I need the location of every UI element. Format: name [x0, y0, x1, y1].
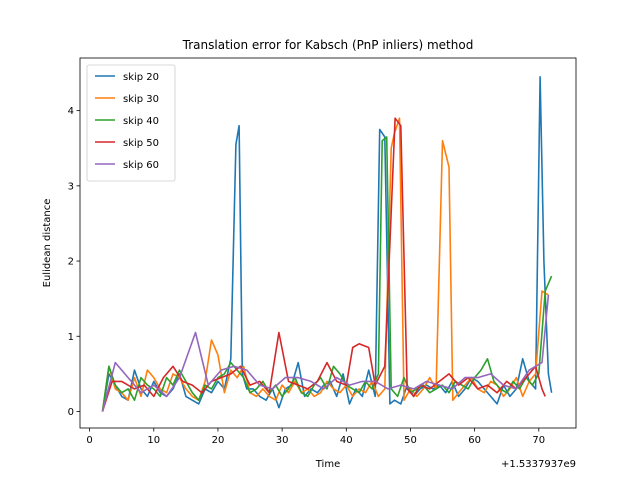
- x-offset-label: +1.5337937e9: [501, 459, 576, 470]
- series-line-skip-60: [101, 294, 550, 412]
- x-axis: 0 10 20 30 40 50 60 70: [86, 428, 545, 446]
- x-tick-label: 30: [276, 435, 289, 446]
- x-tick-label: 0: [86, 435, 92, 446]
- x-tick-label: 40: [340, 435, 353, 446]
- series-line-skip-40: [101, 136, 553, 412]
- x-tick-label: 20: [212, 435, 225, 446]
- x-axis-label: Time: [315, 459, 340, 470]
- series-line-skip-50: [101, 117, 546, 412]
- legend-entry: skip 30: [123, 94, 159, 105]
- y-axis-label: Eulidean distance: [42, 199, 53, 288]
- series-line-skip-30: [101, 117, 549, 412]
- series-layer: [101, 76, 553, 412]
- chart-title: Translation error for Kabsch (PnP inlier…: [182, 38, 474, 52]
- legend-entry: skip 50: [123, 138, 159, 149]
- x-tick-label: 50: [404, 435, 417, 446]
- y-tick-label: 0: [68, 407, 74, 418]
- plot-frame: [79, 57, 577, 429]
- x-tick-label: 10: [147, 435, 160, 446]
- x-tick-label: 60: [468, 435, 481, 446]
- legend-entry: skip 40: [123, 116, 159, 127]
- y-axis: 0 1 2 3 4: [68, 106, 80, 418]
- legend-entry: skip 20: [123, 72, 159, 83]
- legend-box: [86, 64, 176, 182]
- y-tick-label: 3: [68, 181, 74, 192]
- y-tick-label: 1: [68, 332, 74, 343]
- y-tick-label: 4: [68, 106, 74, 117]
- legend-entry: skip 60: [123, 160, 159, 171]
- legend: skip 20 skip 30 skip 40 skip 50 skip 60: [86, 64, 176, 182]
- x-tick-label: 70: [532, 435, 545, 446]
- y-tick-label: 2: [68, 257, 74, 268]
